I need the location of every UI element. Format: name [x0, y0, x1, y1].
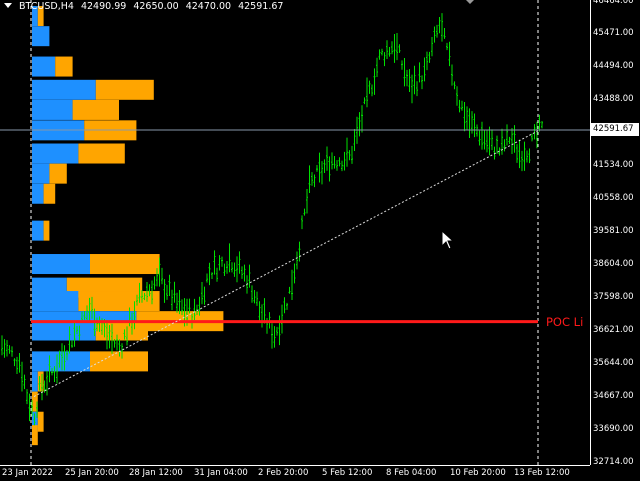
profile-buy-bar [32, 220, 44, 241]
profile-sell-bar [37, 371, 44, 392]
time-tick-label: 28 Jan 12:00 [129, 468, 183, 478]
time-tick-label: 31 Jan 04:00 [194, 468, 248, 478]
price-bars [1, 13, 543, 426]
price-tick-label: 34667.00 [593, 391, 634, 401]
price-tick-label: 36621.00 [593, 325, 634, 335]
profile-buy-bar [32, 183, 44, 204]
profile-sell-bar [43, 183, 56, 204]
symbol-label: BTCUSD,H4 [19, 1, 74, 12]
chart-header: BTCUSD,H4 42490.99 42650.00 42470.00 425… [4, 0, 287, 14]
profile-sell-bar [78, 143, 125, 164]
close-value: 42591.67 [238, 1, 284, 12]
profile-sell-bar [72, 99, 119, 120]
time-tick-label: 25 Jan 20:00 [65, 468, 119, 478]
profile-buy-bar [32, 254, 90, 275]
time-tick-label: 8 Feb 04:00 [386, 468, 437, 478]
profile-sell-bar [95, 79, 154, 100]
profile-sell-bar [90, 254, 160, 275]
current-price-badge: 42591.67 [591, 123, 639, 136]
time-tick-label: 5 Feb 12:00 [322, 468, 373, 478]
price-tick-label: 44494.00 [593, 61, 634, 71]
profile-buy-bar [32, 291, 79, 312]
overlays [0, 0, 590, 465]
trend-line[interactable] [33, 130, 539, 397]
time-tick-label: 2 Feb 20:00 [258, 468, 309, 478]
profile-sell-bar [37, 6, 44, 27]
profile-sell-bar [90, 351, 148, 372]
price-tick-label: 45471.00 [593, 28, 634, 38]
triangle-down-icon[interactable] [4, 3, 12, 8]
price-tick-label: 35644.00 [593, 358, 634, 368]
price-tick-label: 43488.00 [593, 94, 634, 104]
price-tick-label: 38604.00 [593, 259, 634, 269]
price-tick-label: 32714.00 [593, 457, 634, 467]
top-marker-icon [466, 0, 474, 4]
price-tick-label: 33690.00 [593, 424, 634, 434]
profile-buy-bar [32, 143, 79, 164]
price-tick-label: 46464.00 [593, 0, 634, 6]
profile-sell-bar [32, 425, 38, 446]
profile-buy-bar [32, 320, 96, 341]
volume-profile [32, 6, 224, 446]
profile-sell-bar [43, 220, 50, 241]
profile-buy-bar [32, 6, 38, 27]
time-tick-label: 10 Feb 20:00 [450, 468, 506, 478]
time-tick-label: 13 Feb 12:00 [514, 468, 570, 478]
low-value: 42470.00 [185, 1, 232, 12]
profile-buy-bar [32, 99, 73, 120]
time-tick-label: 23 Jan 2022 [2, 468, 53, 478]
open-value: 42490.99 [80, 1, 127, 12]
price-axis[interactable] [590, 0, 640, 465]
profile-buy-bar [32, 351, 90, 372]
poc-line-label: POC Li [546, 314, 584, 329]
mouse-pointer-icon [441, 230, 455, 250]
profile-buy-bar [32, 79, 96, 100]
profile-sell-bar [32, 391, 38, 412]
price-tick-label: 40558.00 [593, 193, 634, 203]
profile-sell-bar [49, 163, 67, 184]
profile-sell-bar [55, 56, 73, 77]
high-value: 42650.00 [133, 1, 179, 12]
price-tick-label: 41534.00 [593, 160, 634, 170]
price-tick-label: 39581.00 [593, 226, 634, 236]
profile-buy-bar [32, 163, 50, 184]
profile-buy-bar [32, 56, 56, 77]
price-tick-label: 37598.00 [593, 292, 634, 302]
profile-buy-bar [32, 26, 50, 47]
profile-buy-bar [32, 371, 38, 392]
time-axis[interactable] [0, 465, 590, 481]
profile-sell-bar [37, 411, 44, 432]
